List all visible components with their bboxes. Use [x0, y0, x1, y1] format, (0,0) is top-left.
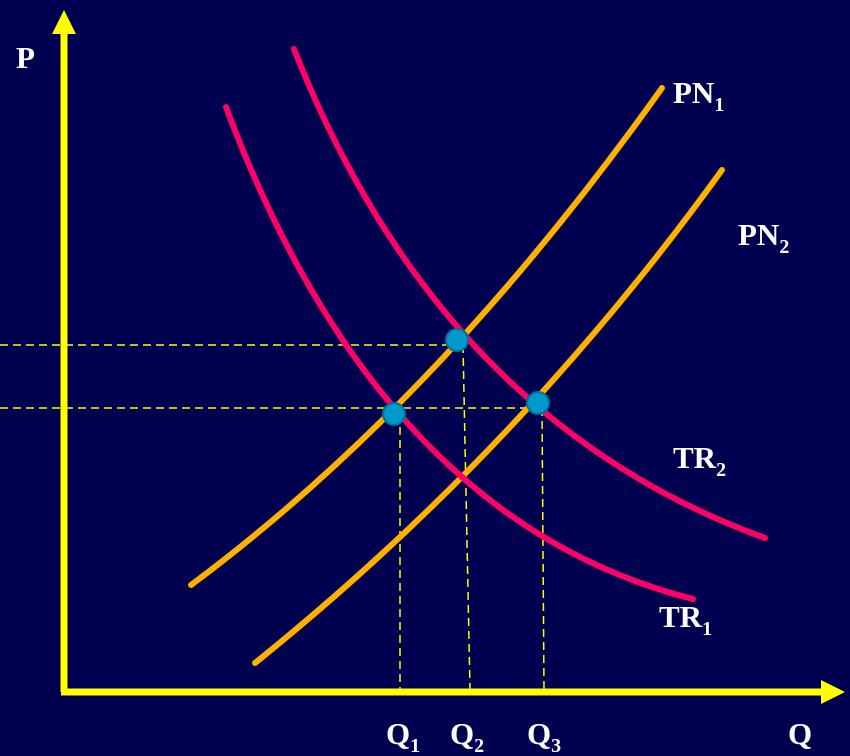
y-axis-arrow [52, 10, 76, 34]
supply-curve-2 [252, 167, 725, 666]
quantity-1-label: Q1 [386, 716, 420, 756]
y-axis-label: P [16, 40, 35, 75]
q3-guide [541, 407, 545, 691]
demand-2-label: TR2 [673, 440, 726, 481]
quantity-3-label: Q3 [527, 716, 561, 756]
demand-1-label: TR1 [659, 599, 712, 640]
q2-guide [462, 344, 471, 691]
demand-curve-2 [291, 46, 768, 541]
demand-curve-1 [223, 104, 696, 602]
supply-2-label: PN2 [738, 217, 789, 258]
x-axis-label: Q [788, 716, 812, 751]
x-axis-arrow [821, 680, 845, 704]
supply-1-label: PN1 [673, 75, 724, 116]
equilibrium-point-1 [382, 402, 406, 426]
supply-curve-1 [188, 85, 665, 588]
equilibrium-point-3 [526, 391, 550, 415]
equilibrium-point-2 [445, 328, 469, 352]
quantity-2-label: Q2 [450, 716, 484, 756]
